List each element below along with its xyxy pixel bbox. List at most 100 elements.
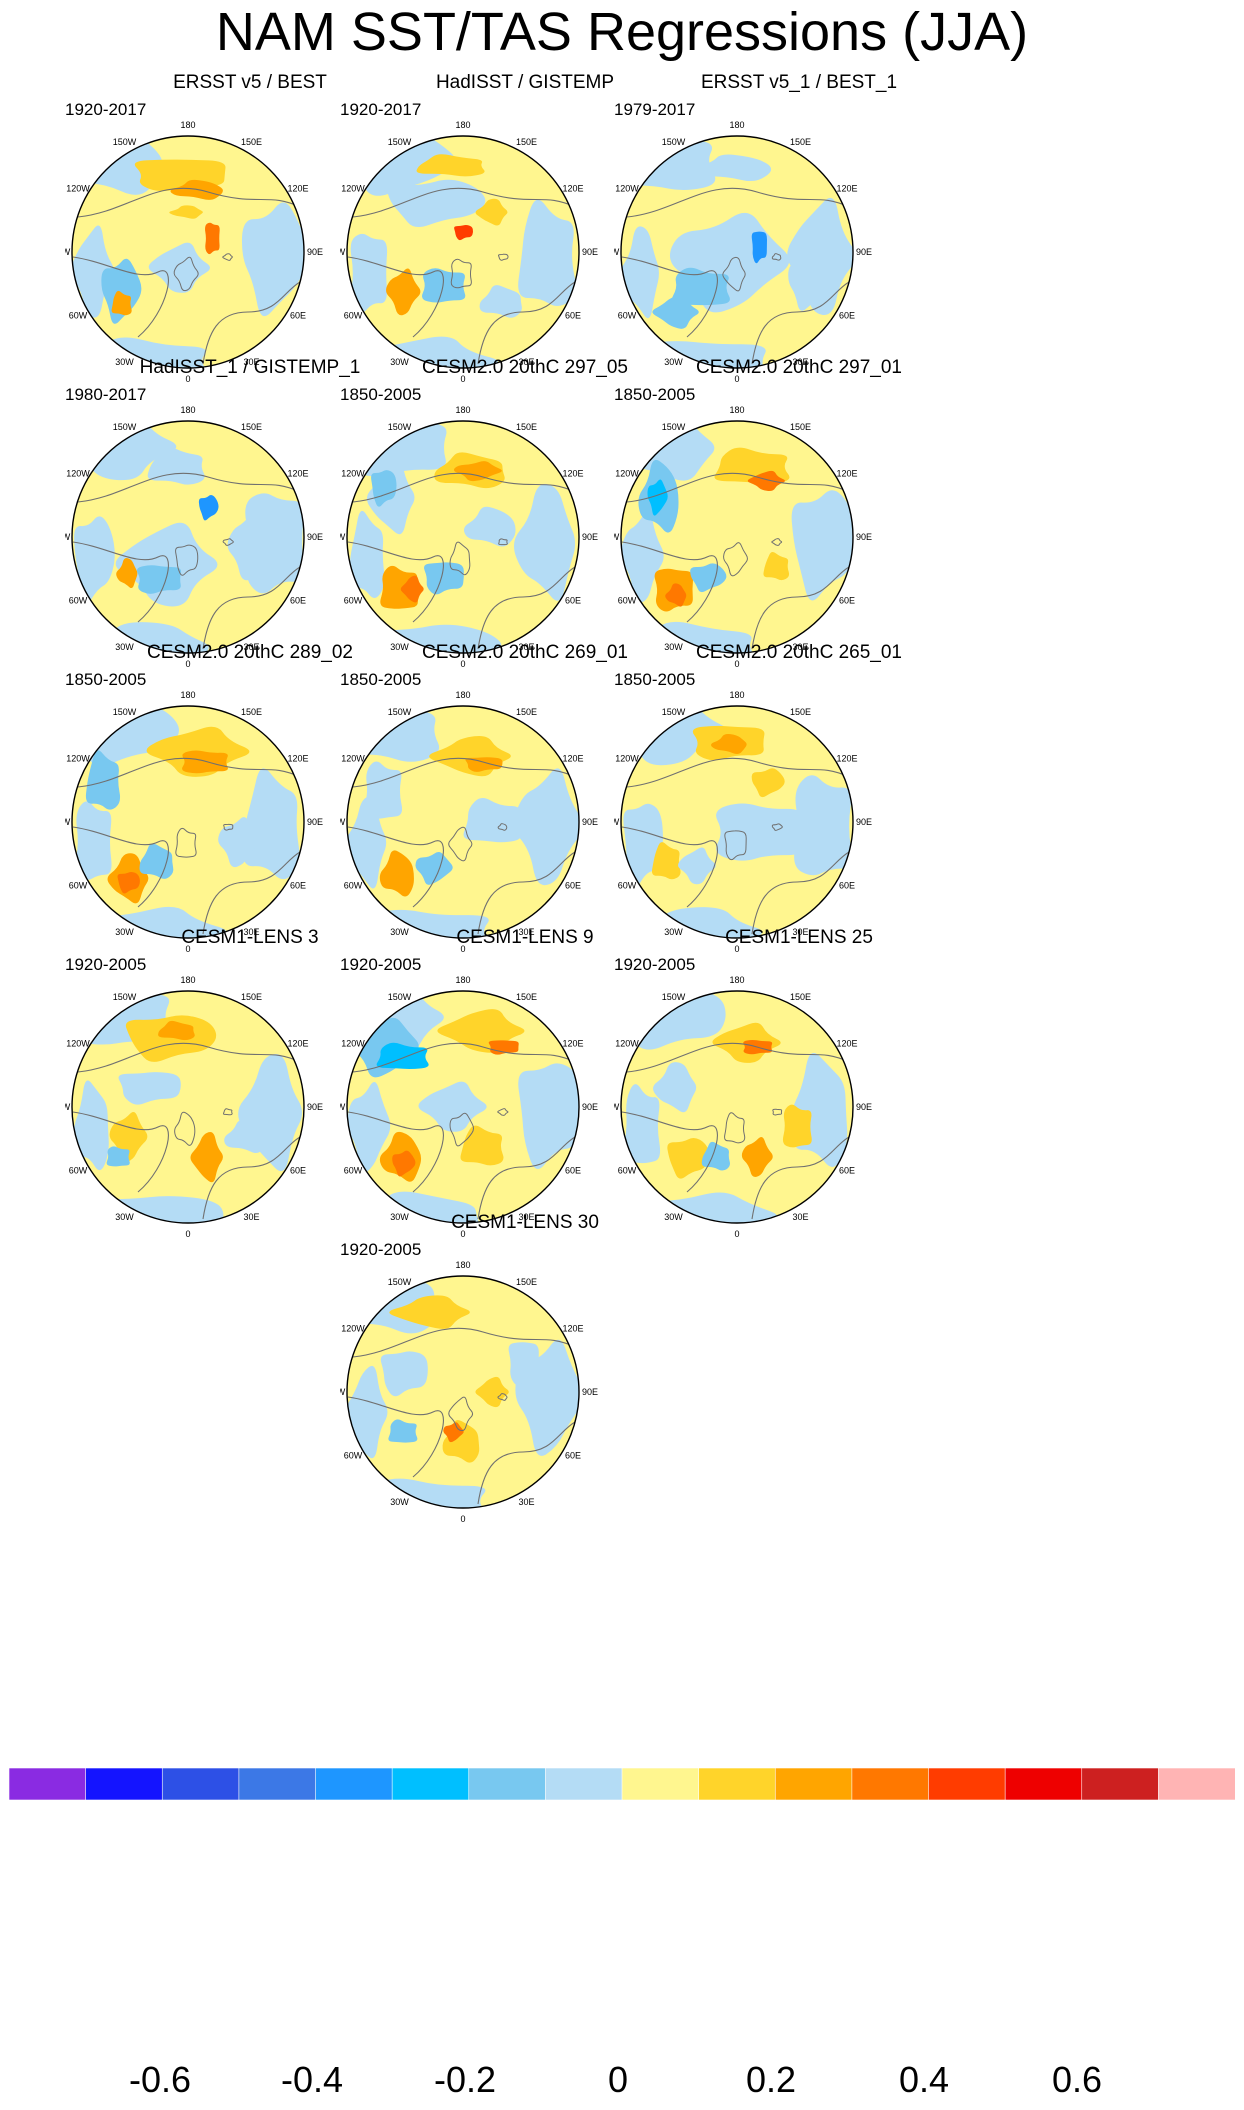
coastline-lake — [771, 823, 783, 831]
longitude-label: 0 — [460, 1229, 465, 1239]
coastline-lake — [497, 1393, 508, 1401]
longitude-label: 180 — [729, 405, 744, 415]
coastline-lake — [223, 823, 234, 831]
anomaly-region — [101, 258, 142, 324]
longitude-label: 90W — [65, 817, 71, 827]
longitude-label: 180 — [455, 120, 470, 130]
longitude-label: 60W — [69, 596, 88, 606]
colorbar-box — [545, 1768, 623, 1801]
longitude-label: 150E — [516, 992, 537, 1002]
longitude-label: 180 — [180, 690, 195, 700]
polar-map: 180 150E 120E 90E 60E 30E 0 30W 60W 90W 120W 150W — [614, 120, 872, 384]
negative-region — [518, 1063, 579, 1169]
negative-region — [621, 510, 664, 603]
longitude-label: 60W — [618, 311, 637, 321]
anomaly-region — [453, 461, 502, 482]
panel-title: ERSST v5_1 / BEST_1 — [700, 72, 898, 93]
anomaly-region — [460, 1125, 504, 1166]
anomaly-region — [364, 761, 403, 819]
coastline-america — [347, 1396, 444, 1478]
longitude-label: 30E — [518, 357, 534, 367]
anomaly-region — [422, 268, 466, 303]
longitude-label: 90E — [856, 532, 872, 542]
longitude-label: 90W — [65, 1102, 71, 1112]
polar-map: 180 150E 120E 90E 60E 30E 0 30W 60W 90W 120W 150W — [614, 975, 872, 1239]
coastline-america — [621, 826, 718, 908]
anomaly-region — [85, 750, 121, 810]
longitude-label: 150W — [388, 707, 412, 717]
colorbar-box — [1004, 1768, 1083, 1801]
longitude-label: 120W — [66, 184, 90, 194]
longitude-label: 90E — [307, 1102, 323, 1112]
longitude-label: 150W — [662, 137, 686, 147]
longitude-label: 30E — [518, 642, 534, 652]
longitude-label: 0 — [460, 374, 465, 384]
longitude-label: 120E — [836, 469, 857, 479]
longitude-label: 150W — [113, 137, 137, 147]
longitude-label: 180 — [455, 975, 470, 985]
panel-title: CESM1-LENS 3 — [181, 927, 319, 948]
longitude-label: 150W — [388, 992, 412, 1002]
coastline-greenland — [175, 827, 197, 858]
negative-region — [350, 233, 388, 313]
longitude-label: 30E — [518, 1497, 534, 1507]
colorbar-tick-label: -0.2 — [433, 2059, 497, 2100]
negative-region — [518, 199, 576, 306]
negative-region — [513, 483, 576, 601]
coastline-america — [621, 1111, 718, 1193]
longitude-label: 60W — [344, 1166, 363, 1176]
anomaly-region — [116, 558, 138, 589]
longitude-label: 90E — [582, 817, 598, 827]
longitude-label: 30E — [243, 357, 259, 367]
colorbar-tick-label: 0.4 — [898, 2059, 950, 2100]
coastline-america — [621, 256, 718, 338]
anomaly-region — [106, 1146, 130, 1167]
longitude-label: 30W — [390, 1497, 409, 1507]
map-border — [620, 990, 854, 1224]
coastline-asia — [352, 472, 576, 503]
longitude-label: 120E — [287, 184, 308, 194]
map-panel: CESM2.0 20thC 297_05 1850-2005 180 150E 12… — [340, 357, 710, 723]
negative-region — [81, 1196, 224, 1223]
map-panel: CESM1-LENS 25 1920-2005 180 150E 120E 90E 60… — [614, 927, 984, 1293]
coastline-america — [347, 541, 444, 623]
longitude-label: 60W — [618, 596, 637, 606]
anomaly-region — [147, 446, 205, 485]
panel-title: CESM2.0 20thC 269_01 — [422, 642, 628, 663]
longitude-label: 90W — [614, 1102, 620, 1112]
panel-title: CESM1-LENS 30 — [451, 1212, 599, 1233]
longitude-label: 150W — [388, 137, 412, 147]
map-panel: CESM1-LENS 9 1920-2005 180 150E 120E 90E 60E… — [340, 927, 710, 1293]
panel-period: 1920-2005 — [340, 1240, 422, 1259]
negative-region — [621, 226, 659, 319]
longitude-label: 150W — [662, 707, 686, 717]
longitude-label: 30E — [792, 1212, 808, 1222]
longitude-label: 120E — [562, 469, 583, 479]
longitude-label: 120W — [66, 1039, 90, 1049]
negative-region — [347, 1081, 391, 1174]
longitude-label: 150W — [113, 422, 137, 432]
longitude-label: 180 — [729, 690, 744, 700]
map-background — [347, 1276, 579, 1508]
longitude-label: 150W — [662, 992, 686, 1002]
panel-period: 1850-2005 — [614, 670, 696, 689]
coastline-asia — [626, 1042, 850, 1073]
coastline-greenland — [448, 1396, 474, 1432]
longitude-label: 60E — [565, 596, 581, 606]
coastline-asia — [626, 187, 850, 218]
negative-region — [514, 768, 579, 886]
longitude-label: 120E — [836, 754, 857, 764]
polar-map: 180 150E 120E 90E 60E 30E 0 30W 60W 90W 120W 150W — [65, 690, 323, 954]
longitude-label: 180 — [180, 405, 195, 415]
colorbar-tick-label: 0 — [607, 2059, 629, 2100]
longitude-label: 180 — [180, 120, 195, 130]
colorbar-tick-label: -0.4 — [280, 2059, 344, 2100]
colorbar-box — [391, 1768, 470, 1801]
polar-map: 180 150E 120E 90E 60E 30E 0 30W 60W 90W 120W 150W — [340, 690, 598, 954]
coastline-lake — [771, 253, 782, 261]
coastline-europe — [477, 851, 576, 935]
coastline-europe — [751, 851, 850, 935]
polar-map: 180 150E 120E 90E 60E 30E 0 30W 60W 90W 120W 150W — [65, 120, 323, 384]
coastline-lake — [497, 1108, 509, 1116]
longitude-label: 90E — [582, 1102, 598, 1112]
